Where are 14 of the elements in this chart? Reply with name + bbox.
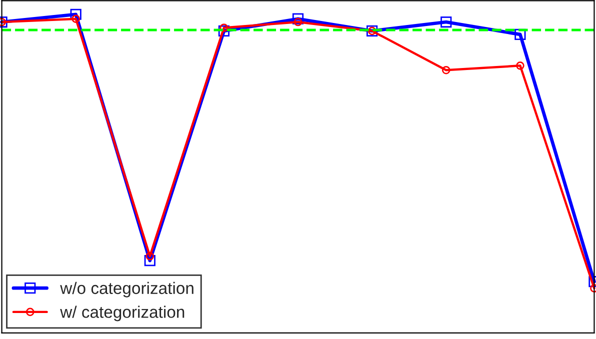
point xyxy=(442,66,450,74)
point xyxy=(70,8,82,20)
point xyxy=(72,14,80,23)
point xyxy=(220,24,228,32)
point xyxy=(294,18,302,26)
point xyxy=(516,61,524,70)
point xyxy=(218,25,230,36)
point xyxy=(146,252,154,260)
point xyxy=(514,28,526,40)
legend-label: w/o categorization xyxy=(60,282,194,298)
point xyxy=(292,13,304,24)
legend-label: w/ categorization xyxy=(60,306,184,322)
point xyxy=(144,255,156,266)
point xyxy=(440,16,452,28)
